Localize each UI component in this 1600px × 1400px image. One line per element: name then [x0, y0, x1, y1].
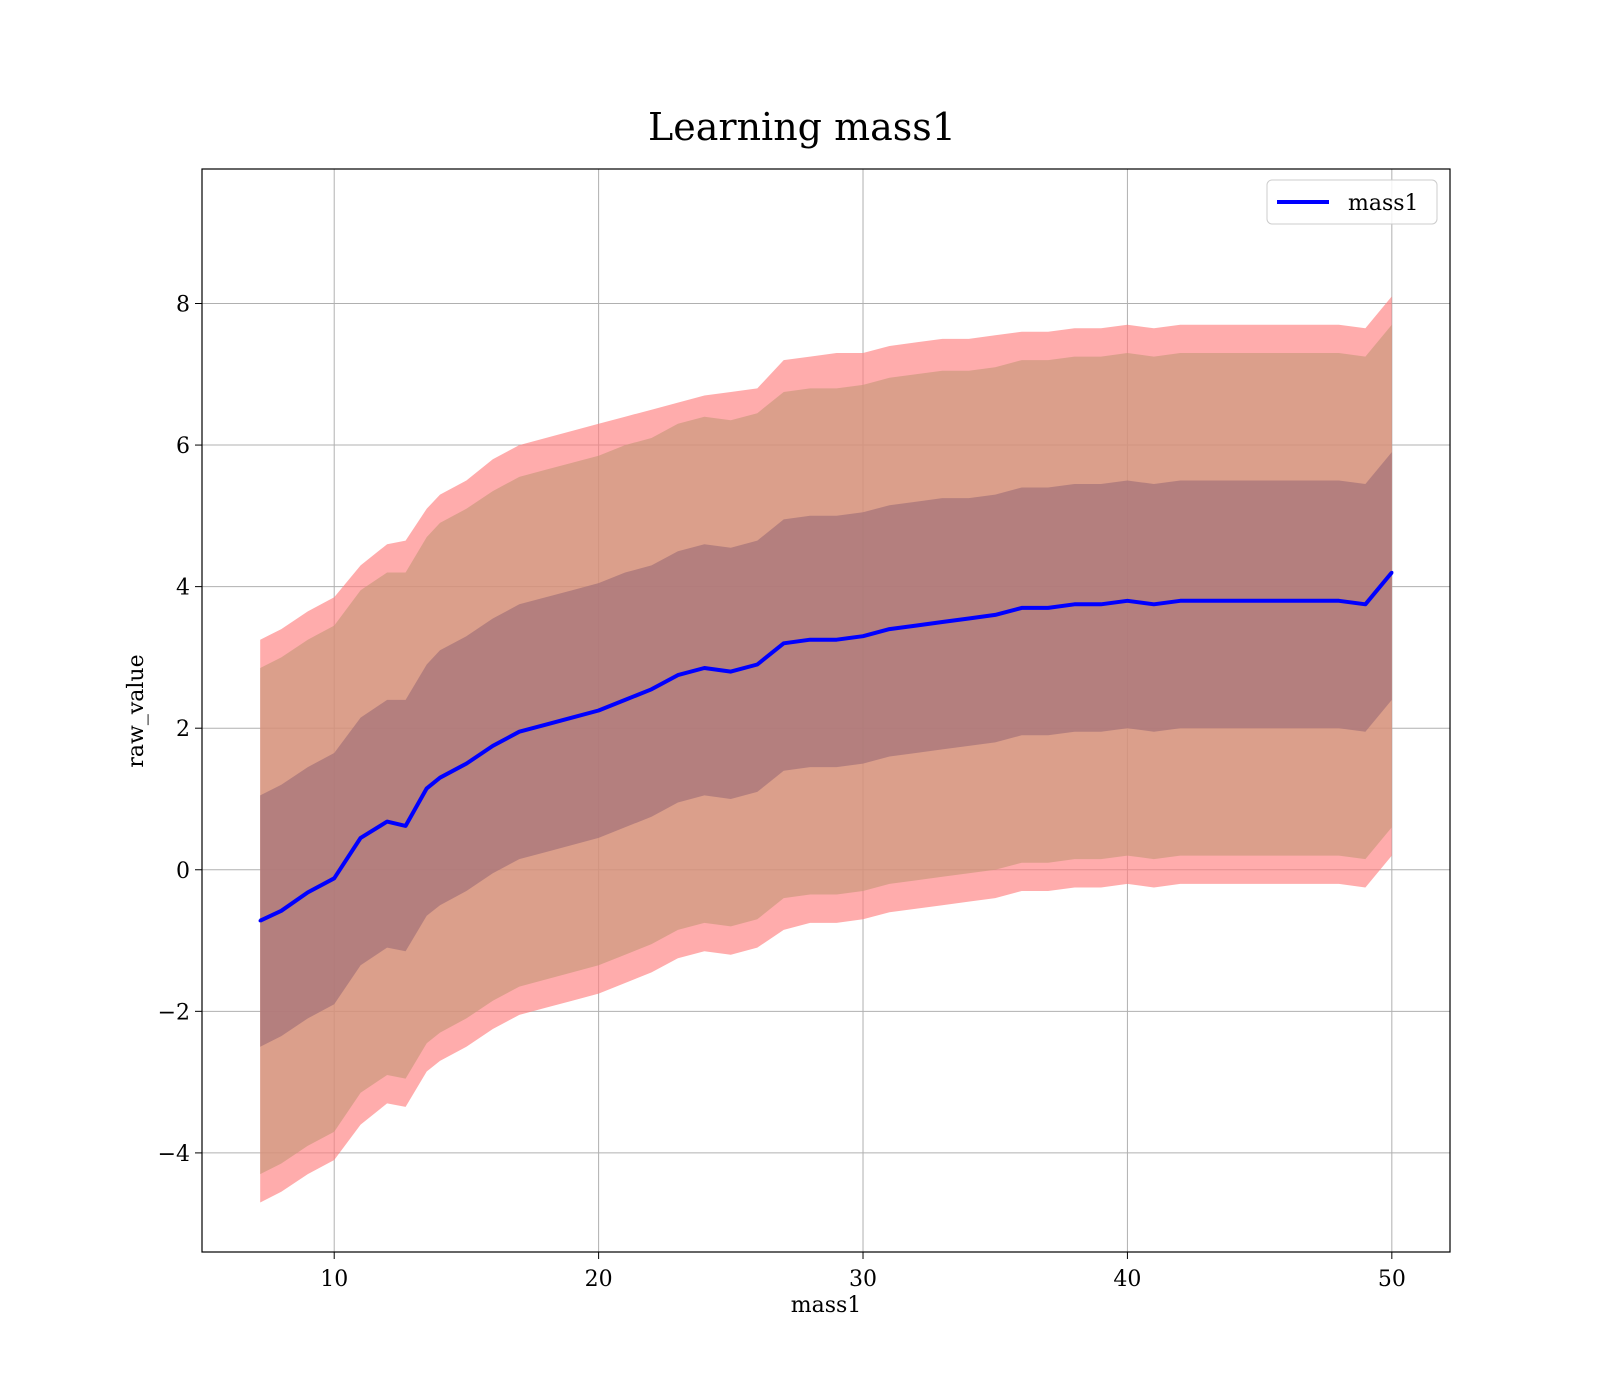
- x-axis-label: mass1: [791, 1293, 862, 1318]
- series-point: [464, 761, 469, 766]
- series-point: [649, 687, 654, 691]
- y-tick-label: −2: [158, 1000, 190, 1025]
- y-tick-label: −4: [158, 1142, 190, 1167]
- series-point: [385, 820, 389, 824]
- chart-title: Learning mass1: [648, 105, 956, 149]
- series-point: [1099, 602, 1103, 606]
- series-point: [1310, 599, 1315, 603]
- band-2: [260, 452, 1392, 1047]
- series-point: [258, 919, 262, 923]
- y-tick-label: 8: [176, 292, 190, 317]
- series-point: [438, 776, 442, 780]
- series-point: [729, 669, 733, 674]
- series-point: [914, 623, 918, 628]
- series-point: [1337, 599, 1341, 603]
- legend-box: [1266, 179, 1438, 225]
- series-point: [597, 708, 601, 713]
- series-point: [359, 836, 363, 840]
- series-point: [306, 890, 310, 895]
- y-tick-label: 0: [176, 859, 190, 884]
- series-point: [517, 730, 521, 734]
- series-point: [425, 786, 429, 790]
- series-point: [940, 620, 944, 624]
- legend: mass1: [1266, 179, 1438, 225]
- x-tick-label: 40: [1113, 1267, 1141, 1292]
- series-point: [544, 723, 548, 727]
- series-point: [1284, 599, 1288, 603]
- x-tick-label: 20: [585, 1267, 613, 1292]
- series-point: [993, 613, 997, 617]
- series-point: [570, 715, 574, 720]
- series-point: [1178, 599, 1182, 603]
- series-point: [491, 744, 495, 748]
- series-point: [403, 824, 408, 828]
- legend-label-mass1: mass1: [1348, 191, 1419, 216]
- series-point: [808, 638, 812, 642]
- plot-frame: [201, 168, 1451, 1253]
- series-point: [755, 662, 759, 667]
- series-point: [1363, 602, 1367, 606]
- series-point: [279, 909, 283, 913]
- x-tick-label: 30: [849, 1267, 877, 1292]
- series-point: [623, 698, 627, 702]
- y-tick-label: 4: [176, 576, 190, 601]
- series-point: [861, 634, 865, 638]
- series-point: [702, 666, 706, 670]
- series-point: [1020, 606, 1024, 610]
- series-point: [967, 616, 971, 621]
- y-axis-label: raw_value: [124, 654, 149, 767]
- series-point: [1205, 599, 1209, 603]
- series-point: [1231, 599, 1235, 603]
- series-point: [1152, 602, 1156, 606]
- series-point: [834, 638, 839, 642]
- series-point: [1046, 606, 1050, 610]
- series-point: [1125, 599, 1130, 603]
- series-point: [332, 876, 336, 880]
- series-point: [1072, 602, 1077, 606]
- y-axis-ticks: −4 −2 0 2 4 6 8: [158, 292, 202, 1167]
- x-axis-ticks: 10 20 30 40 50: [320, 1252, 1406, 1292]
- series-point: [782, 641, 786, 645]
- x-tick-label: 50: [1378, 1267, 1406, 1292]
- confidence-bands: [260, 296, 1392, 1203]
- y-tick-label: 2: [176, 717, 190, 742]
- series-point: [887, 627, 892, 631]
- series-point: [676, 673, 680, 677]
- y-tick-label: 6: [176, 434, 190, 459]
- series-point: [1390, 570, 1394, 575]
- series-lines: [258, 570, 1394, 923]
- x-tick-label: 10: [320, 1267, 348, 1292]
- series-point: [1258, 599, 1262, 603]
